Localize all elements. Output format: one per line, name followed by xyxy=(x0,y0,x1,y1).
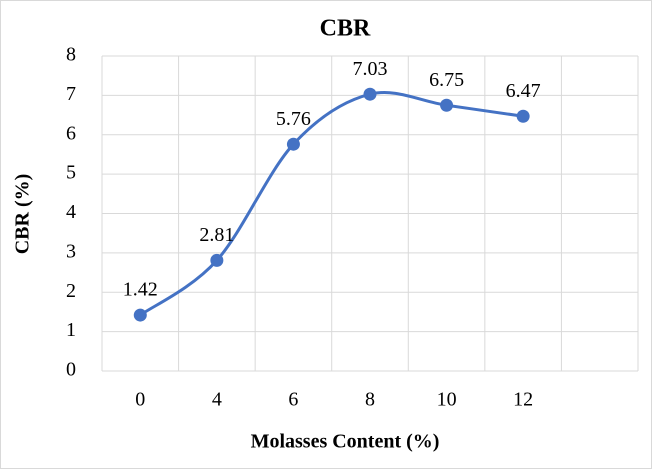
marker xyxy=(516,109,530,123)
y-axis-label: CBR (%) xyxy=(12,174,34,255)
x-tick-label: 12 xyxy=(513,389,533,411)
chart-title: CBR xyxy=(320,16,371,42)
y-tick-label: 6 xyxy=(66,122,76,144)
data-label: 2.81 xyxy=(199,224,234,246)
marker xyxy=(363,87,377,101)
marker xyxy=(440,98,454,112)
x-tick-label: 4 xyxy=(212,389,222,411)
x-axis-label: Molasses Content (%) xyxy=(251,431,440,453)
data-label: 5.76 xyxy=(276,108,311,130)
data-label: 1.42 xyxy=(123,279,158,301)
y-tick-label: 0 xyxy=(66,359,76,381)
y-tick-label: 4 xyxy=(66,201,76,223)
y-tick-label: 3 xyxy=(66,240,76,262)
x-tick-label: 6 xyxy=(288,389,298,411)
y-tick-label: 5 xyxy=(66,162,76,184)
data-label: 6.47 xyxy=(506,80,541,102)
x-tick-label: 0 xyxy=(135,389,145,411)
x-tick-label: 8 xyxy=(365,389,375,411)
marker xyxy=(210,253,224,267)
y-tick-label: 7 xyxy=(66,83,76,105)
marker xyxy=(133,308,147,322)
x-tick-label: 10 xyxy=(437,389,457,411)
data-label: 7.03 xyxy=(353,58,388,80)
y-tick-label: 2 xyxy=(66,280,76,302)
marker xyxy=(286,137,300,151)
data-label: 6.75 xyxy=(429,69,464,91)
y-tick-label: 1 xyxy=(66,319,76,341)
y-tick-label: 8 xyxy=(66,44,76,66)
